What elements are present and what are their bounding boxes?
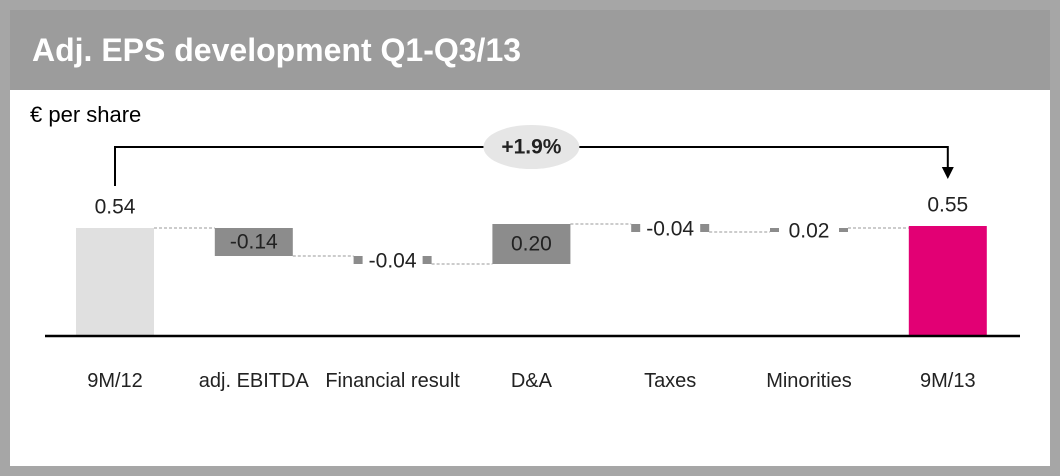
- category-label: Taxes: [644, 370, 697, 392]
- label-bg: [640, 216, 701, 240]
- value-label: -0.04: [646, 218, 694, 241]
- value-label: 0.55: [927, 194, 968, 217]
- category-label: Minorities: [766, 370, 852, 392]
- value-label: 0.02: [789, 220, 830, 243]
- annotation: +1.9%: [501, 136, 561, 159]
- annotation-bg: [483, 125, 580, 169]
- bar: [492, 224, 571, 264]
- chart-area: € per share 0.54 -0.14 -0.04 0.20 -0.04 0.02 0…: [10, 90, 1050, 466]
- header: Adj. EPS development Q1-Q3/13: [10, 10, 1050, 90]
- value-label: -0.04: [369, 250, 417, 273]
- bar: [908, 226, 987, 336]
- bar: [76, 228, 154, 336]
- title: Adj. EPS development Q1-Q3/13: [32, 32, 522, 68]
- category-label: 9M/12: [87, 370, 143, 392]
- category-label: D&A: [510, 370, 552, 392]
- value-label: 0.54: [95, 196, 136, 219]
- value-label: -0.14: [230, 231, 278, 254]
- category-label: Financial result: [325, 370, 460, 392]
- arrow-head: [941, 167, 954, 179]
- category-label: 9M/13: [920, 370, 976, 392]
- chart: 0.54 -0.14 -0.04 0.20 -0.04 0.02 0.55 +1.9%: [45, 125, 1020, 338]
- bar: [214, 228, 293, 256]
- label-bg: [362, 248, 423, 272]
- subtitle: € per share: [30, 102, 142, 127]
- value-label: 0.20: [511, 233, 552, 256]
- label-bg: [779, 220, 839, 240]
- category-label: adj. EBITDA: [198, 370, 309, 392]
